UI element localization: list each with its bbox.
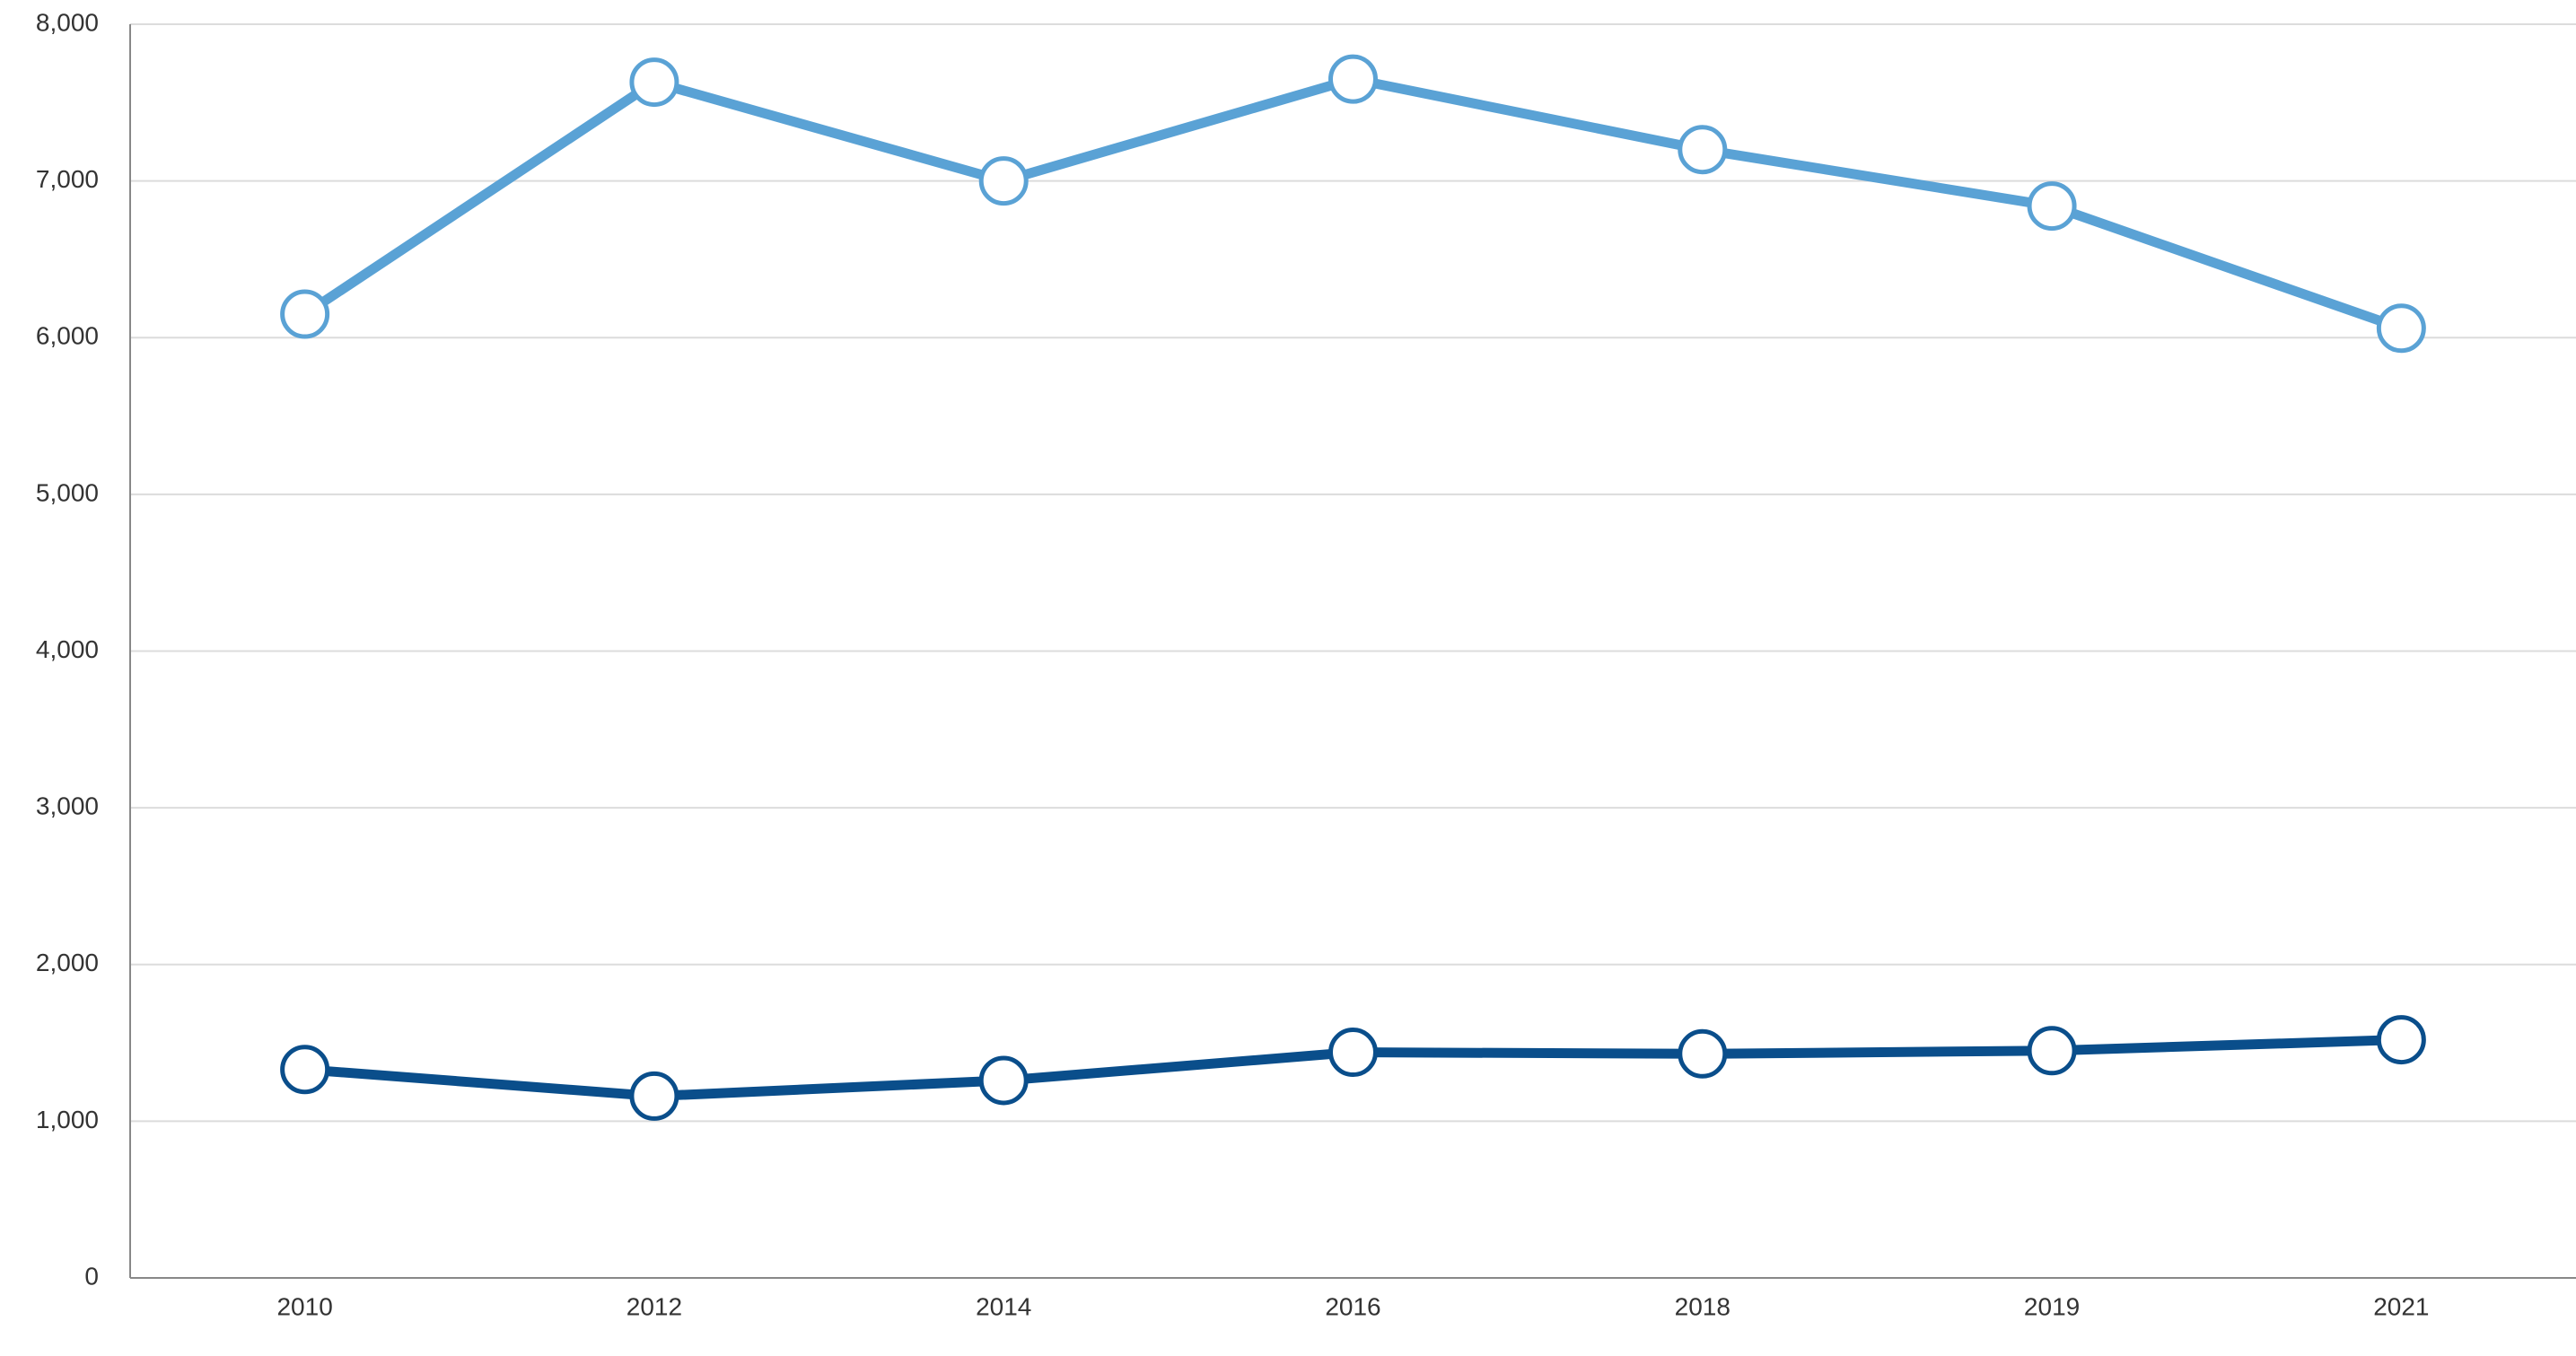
y-tick-label: 5,000 xyxy=(36,478,99,506)
y-tick-label: 4,000 xyxy=(36,635,99,663)
x-tick-label: 2010 xyxy=(276,1292,332,1320)
point-marker xyxy=(1678,1028,1728,1079)
point-marker xyxy=(2027,181,2077,232)
point-marker xyxy=(1328,1028,1378,1078)
y-tick-label: 8,000 xyxy=(36,8,99,36)
point-marker xyxy=(2027,1026,2077,1076)
point-marker xyxy=(629,1071,679,1121)
y-tick-label: 0 xyxy=(84,1262,99,1290)
y-tick-label: 7,000 xyxy=(36,165,99,193)
point-marker xyxy=(1678,125,1728,175)
series-line xyxy=(302,74,2404,333)
point-marker xyxy=(2376,303,2426,354)
y-tick-label: 6,000 xyxy=(36,322,99,350)
point-marker xyxy=(978,1055,1029,1106)
x-tick-label: 2018 xyxy=(1675,1292,1730,1320)
y-tick-label: 1,000 xyxy=(36,1106,99,1133)
x-tick-label: 2021 xyxy=(2373,1292,2429,1320)
point-marker xyxy=(978,156,1029,206)
point-marker xyxy=(629,57,679,108)
y-tick-label: 3,000 xyxy=(36,792,99,820)
point-marker xyxy=(2376,1015,2426,1065)
x-tick-label: 2016 xyxy=(1325,1292,1380,1320)
y-tick-label: 2,000 xyxy=(36,949,99,976)
point-marker xyxy=(280,289,330,339)
x-tick-label: 2014 xyxy=(976,1292,1031,1320)
point-marker xyxy=(280,1045,330,1095)
x-tick-label: 2012 xyxy=(626,1292,682,1320)
point-marker xyxy=(1328,54,1378,104)
x-tick-label: 2019 xyxy=(2024,1292,2080,1320)
